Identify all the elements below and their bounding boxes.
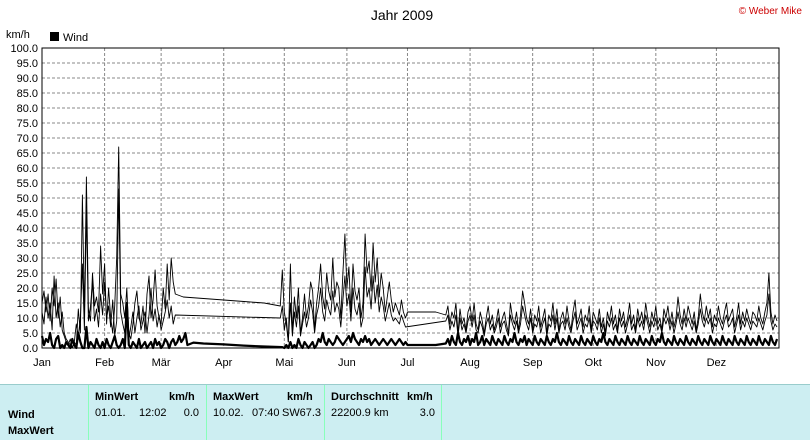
maxwert-dir: SW xyxy=(282,407,300,419)
maxwert-value: 67.3 xyxy=(299,407,321,419)
durchschnitt-distance: 22200.9 km xyxy=(331,407,389,419)
y-tick-label: 90.0 xyxy=(17,73,38,85)
x-tick-label: Jun xyxy=(338,357,356,369)
y-tick-label: 35.0 xyxy=(17,238,38,250)
x-tick-label: Dez xyxy=(707,357,727,369)
stats-row-maxwert: MaxWert xyxy=(8,425,54,437)
y-tick-label: 75.0 xyxy=(17,118,38,130)
y-axis-ticks: 0.0 5.0 10.0 15.0 20.0 25.0 30.0 35.0 40.0 45.0 50… xyxy=(10,43,38,355)
y-tick-label: 20.0 xyxy=(17,283,38,295)
x-tick-label: Mai xyxy=(275,357,293,369)
x-tick-label: Sep xyxy=(523,357,543,369)
x-tick-label: Jul xyxy=(400,357,414,369)
copyright-label: © Weber Mike xyxy=(739,6,803,17)
maxwert-time: 07:40 xyxy=(252,407,280,419)
x-tick-label: Feb xyxy=(95,357,114,369)
durchschnitt-header: Durchschnitt xyxy=(331,391,399,403)
series-line xyxy=(40,301,779,350)
y-tick-label: 10.0 xyxy=(17,313,38,325)
y-tick-label: 15.0 xyxy=(17,298,38,310)
y-tick-label: 30.0 xyxy=(17,253,38,265)
minwert-time: 12:02 xyxy=(139,407,167,419)
series-line xyxy=(41,188,778,349)
y-tick-label: 85.0 xyxy=(17,88,38,100)
stats-row-wind: Wind xyxy=(8,409,35,421)
x-tick-label: Aug xyxy=(460,357,480,369)
stats-panel: Wind MaxWert MinWert km/h 01.01. 12:02 0… xyxy=(0,384,810,440)
y-tick-label: 0.0 xyxy=(23,343,38,355)
series-lines xyxy=(40,146,779,350)
x-axis-ticks: Jan Feb Mär Apr Mai Jun Jul Aug Sep Okt Nov Dez xyxy=(33,357,726,369)
minwert-box: MinWert km/h 01.01. 12:02 0.0 xyxy=(88,385,207,440)
y-tick-label: 25.0 xyxy=(17,268,38,280)
x-tick-label: Mär xyxy=(152,357,171,369)
y-tick-label: 5.0 xyxy=(23,328,38,340)
minwert-header: MinWert xyxy=(95,391,139,403)
plot-frame xyxy=(41,47,780,349)
y-tick-label: 70.0 xyxy=(17,133,38,145)
x-tick-label: Nov xyxy=(646,357,666,369)
maxwert-date: 10.02. xyxy=(213,407,244,419)
minwert-unit: km/h xyxy=(169,391,195,403)
y-tick-label: 45.0 xyxy=(17,208,38,220)
series-line xyxy=(41,146,778,349)
y-tick-label: 55.0 xyxy=(17,178,38,190)
y-axis-unit: km/h xyxy=(6,29,30,41)
minwert-value: 0.0 xyxy=(183,407,199,419)
legend-swatch-wind xyxy=(50,32,59,41)
x-tick-label: Jan xyxy=(33,357,51,369)
durchschnitt-box: Durchschnitt km/h 22200.9 km 3.0 xyxy=(324,385,442,440)
maxwert-header: MaxWert xyxy=(213,391,259,403)
durchschnitt-unit: km/h xyxy=(407,391,433,403)
y-tick-label: 40.0 xyxy=(17,223,38,235)
x-tick-label: Apr xyxy=(215,357,232,369)
y-tick-label: 65.0 xyxy=(17,148,38,160)
chart-title: Jahr 2009 xyxy=(371,7,433,23)
minwert-date: 01.01. xyxy=(95,407,126,419)
maxwert-box: MaxWert km/h 10.02. 07:40 SW 67.3 xyxy=(206,385,325,440)
maxwert-unit: km/h xyxy=(287,391,313,403)
y-tick-label: 80.0 xyxy=(17,103,38,115)
durchschnitt-value: 3.0 xyxy=(419,407,435,419)
y-tick-label: 95.0 xyxy=(17,58,38,70)
wind-chart: Jahr 2009 © Weber Mike km/h Wind 0.0 5.0 1… xyxy=(6,6,803,369)
y-tick-label: 60.0 xyxy=(17,163,38,175)
y-tick-label: 100.0 xyxy=(10,43,38,55)
y-tick-label: 50.0 xyxy=(17,193,38,205)
x-tick-label: Okt xyxy=(585,357,602,369)
legend-label-wind: Wind xyxy=(63,32,88,44)
